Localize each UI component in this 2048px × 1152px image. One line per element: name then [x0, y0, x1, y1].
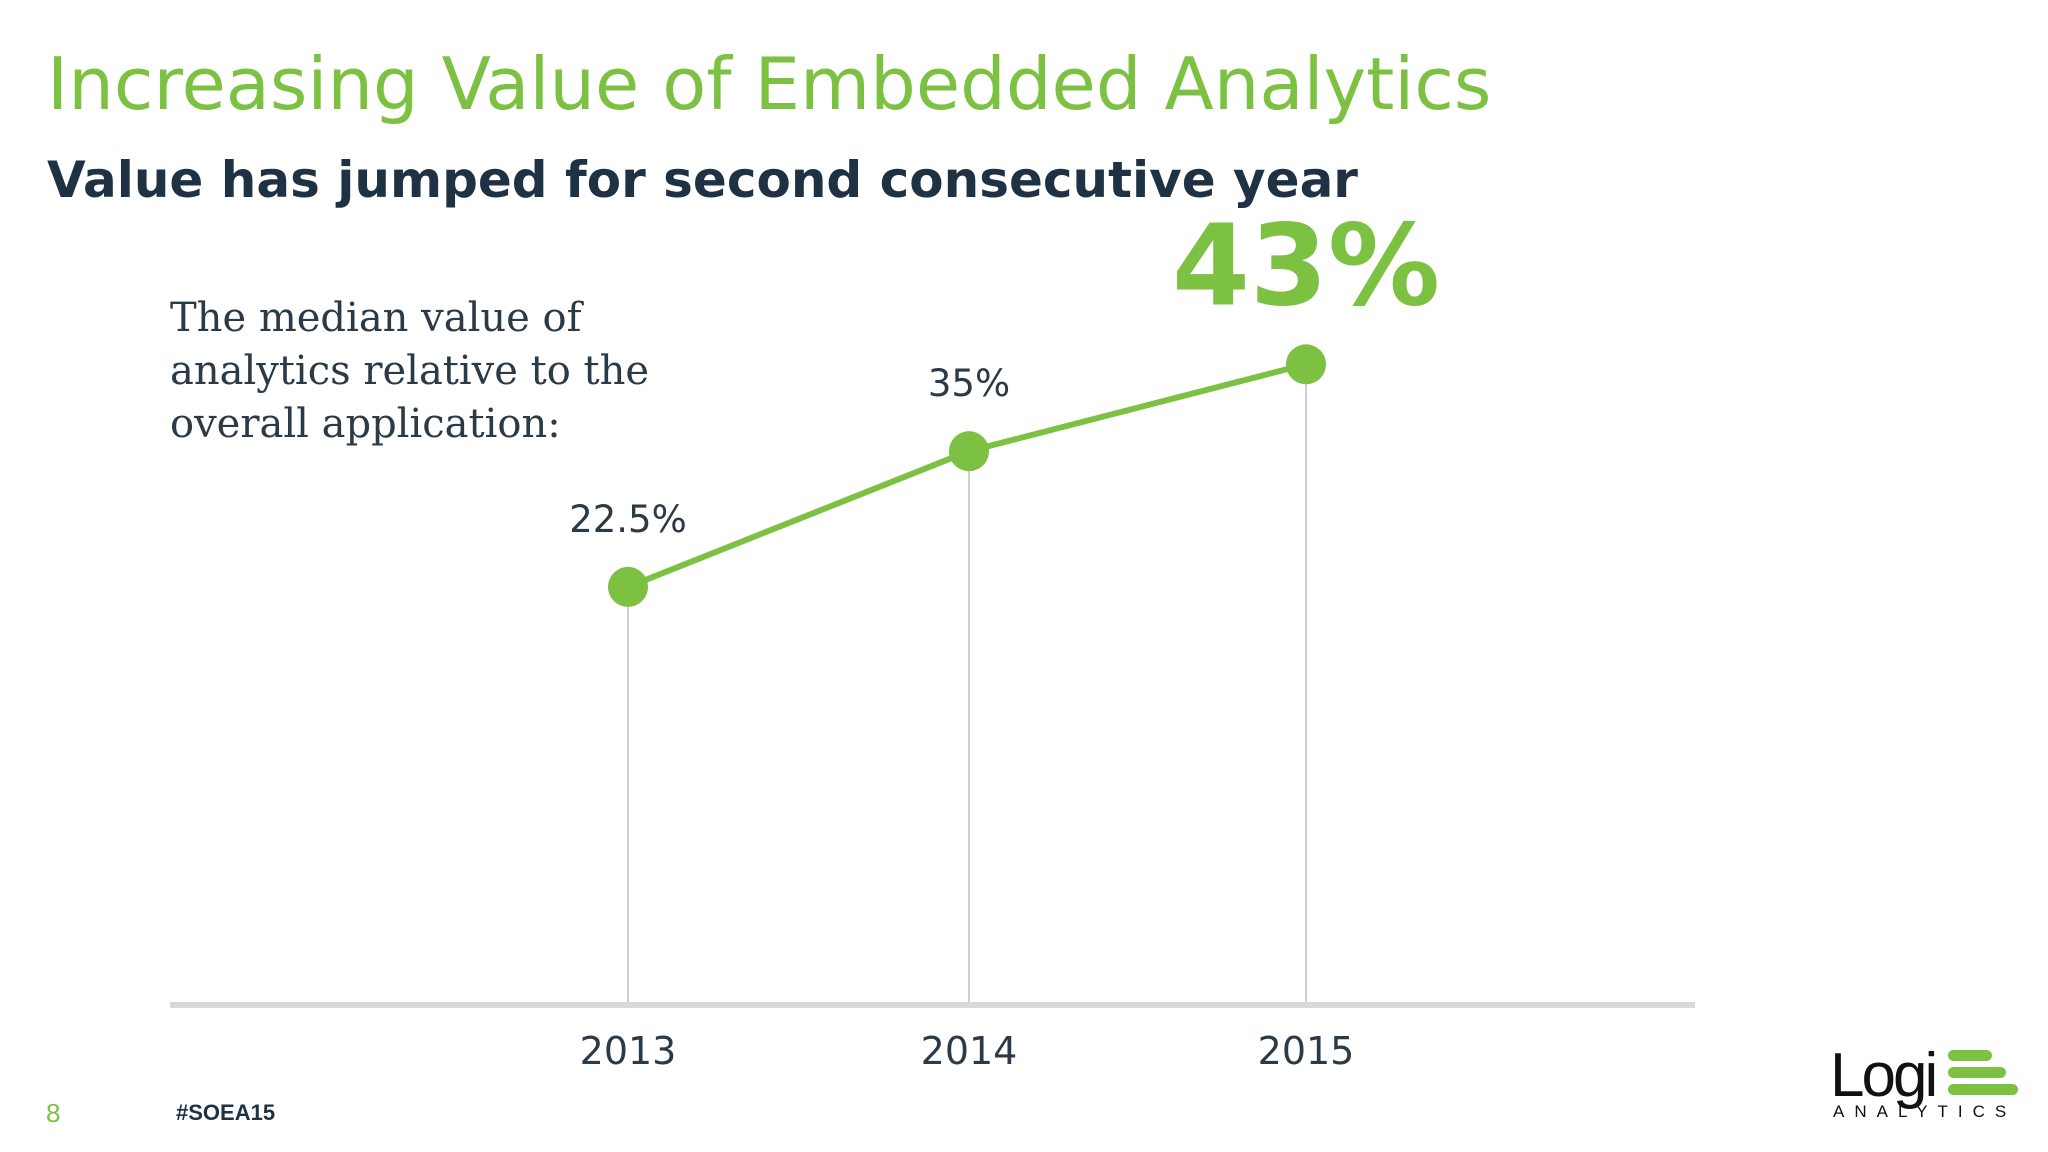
slide-number: 8: [46, 1098, 61, 1128]
data-point-2015: [1286, 344, 1326, 385]
x-tick-label-2015: 2015: [1258, 1029, 1355, 1073]
data-point-2013: [608, 566, 648, 607]
logo-wordmark: Logi: [1830, 1041, 1938, 1110]
hashtag: #SOEA15: [176, 1100, 276, 1125]
logi-analytics-logo: Logi ANALYTICS: [1830, 1040, 2020, 1121]
data-point-2014: [949, 431, 989, 472]
data-label-2015: 43%: [1172, 201, 1440, 331]
chart-caption: The median value of analytics relative t…: [170, 295, 650, 447]
data-label-2014: 35%: [928, 362, 1010, 405]
data-label-2013: 22.5%: [569, 498, 687, 541]
x-tick-label-2013: 2013: [580, 1029, 677, 1073]
x-tick-label-2014: 2014: [921, 1029, 1018, 1073]
slide-subtitle: Value has jumped for second consecutive …: [47, 151, 1358, 209]
slide-title: Increasing Value of Embedded Analytics: [47, 42, 1492, 126]
logo-tagline: ANALYTICS: [1833, 1102, 2017, 1121]
logo-bars-icon: [1948, 1050, 2018, 1096]
